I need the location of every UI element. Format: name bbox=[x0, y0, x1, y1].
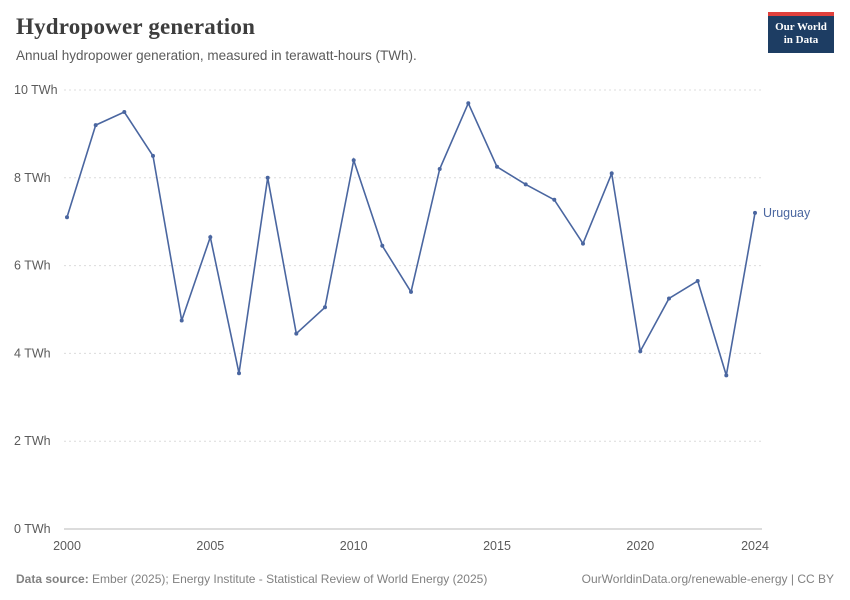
data-point-marker[interactable] bbox=[65, 215, 69, 220]
data-source-text: Ember (2025); Energy Institute - Statist… bbox=[88, 572, 488, 586]
data-point-marker[interactable] bbox=[409, 289, 413, 294]
data-point-marker[interactable] bbox=[695, 279, 700, 283]
data-point-marker[interactable] bbox=[552, 197, 557, 202]
y-tick-label: 0 TWh bbox=[14, 522, 51, 536]
data-point-marker[interactable] bbox=[667, 296, 671, 301]
x-tick-label: 2020 bbox=[626, 539, 654, 553]
y-tick-label: 2 TWh bbox=[14, 434, 51, 448]
series-line[interactable] bbox=[66, 101, 756, 376]
data-point-marker[interactable] bbox=[179, 318, 184, 323]
data-point-marker[interactable] bbox=[437, 167, 442, 171]
data-point-marker[interactable] bbox=[609, 171, 614, 176]
x-tick-label: 2015 bbox=[483, 539, 511, 553]
owid-logo-accent-bar bbox=[768, 12, 834, 16]
data-point-marker[interactable] bbox=[151, 153, 155, 158]
x-tick-label: 2000 bbox=[53, 539, 81, 553]
data-source: Data source: Ember (2025); Energy Instit… bbox=[16, 572, 487, 586]
data-point-marker[interactable] bbox=[294, 331, 299, 336]
data-point-marker[interactable] bbox=[581, 241, 585, 246]
data-point-marker[interactable] bbox=[724, 373, 729, 378]
series-label[interactable]: Uruguay bbox=[763, 206, 811, 220]
chart-header: Hydropower generation Annual hydropower … bbox=[16, 14, 750, 63]
data-point-marker[interactable] bbox=[265, 175, 270, 180]
y-tick-label: 8 TWh bbox=[14, 171, 51, 185]
data-point-marker[interactable] bbox=[93, 123, 98, 128]
owid-logo-line1: Our World bbox=[775, 21, 827, 33]
data-point-marker[interactable] bbox=[380, 243, 385, 248]
line-chart[interactable]: 0 TWh 2 TWh 4 TWh 6 TWh 8 TWh 10 TWh 2000 2005 2… bbox=[0, 76, 850, 558]
data-point-marker[interactable] bbox=[523, 182, 528, 187]
data-point-marker[interactable] bbox=[122, 110, 127, 114]
y-tick-label: 6 TWh bbox=[14, 259, 51, 273]
data-source-label: Data source: bbox=[16, 572, 89, 586]
data-point-marker[interactable] bbox=[237, 371, 241, 376]
data-point-marker[interactable] bbox=[638, 349, 643, 354]
chart-subtitle: Annual hydropower generation, measured i… bbox=[16, 48, 417, 63]
data-point-marker[interactable] bbox=[466, 101, 471, 106]
data-point-marker[interactable] bbox=[208, 235, 213, 240]
x-tick-label: 2005 bbox=[196, 539, 224, 553]
data-point-marker[interactable] bbox=[753, 210, 757, 215]
y-tick-label: 4 TWh bbox=[14, 346, 51, 360]
page-title: Hydropower generation bbox=[16, 14, 256, 39]
y-tick-label: 10 TWh bbox=[14, 83, 58, 97]
data-point-marker[interactable] bbox=[495, 164, 499, 169]
x-tick-label: 2024 bbox=[741, 539, 769, 553]
data-point-marker[interactable] bbox=[351, 158, 356, 163]
x-tick-label: 2010 bbox=[340, 539, 368, 553]
owid-logo-line2: in Data bbox=[783, 34, 819, 46]
chart-footer: Data source: Ember (2025); Energy Instit… bbox=[16, 572, 834, 586]
owid-logo-text: Our World in Data bbox=[768, 16, 834, 53]
data-point-marker[interactable] bbox=[323, 305, 327, 310]
license-link[interactable]: OurWorldinData.org/renewable-energy | CC… bbox=[581, 572, 834, 586]
owid-logo[interactable]: Our World in Data bbox=[768, 12, 834, 53]
